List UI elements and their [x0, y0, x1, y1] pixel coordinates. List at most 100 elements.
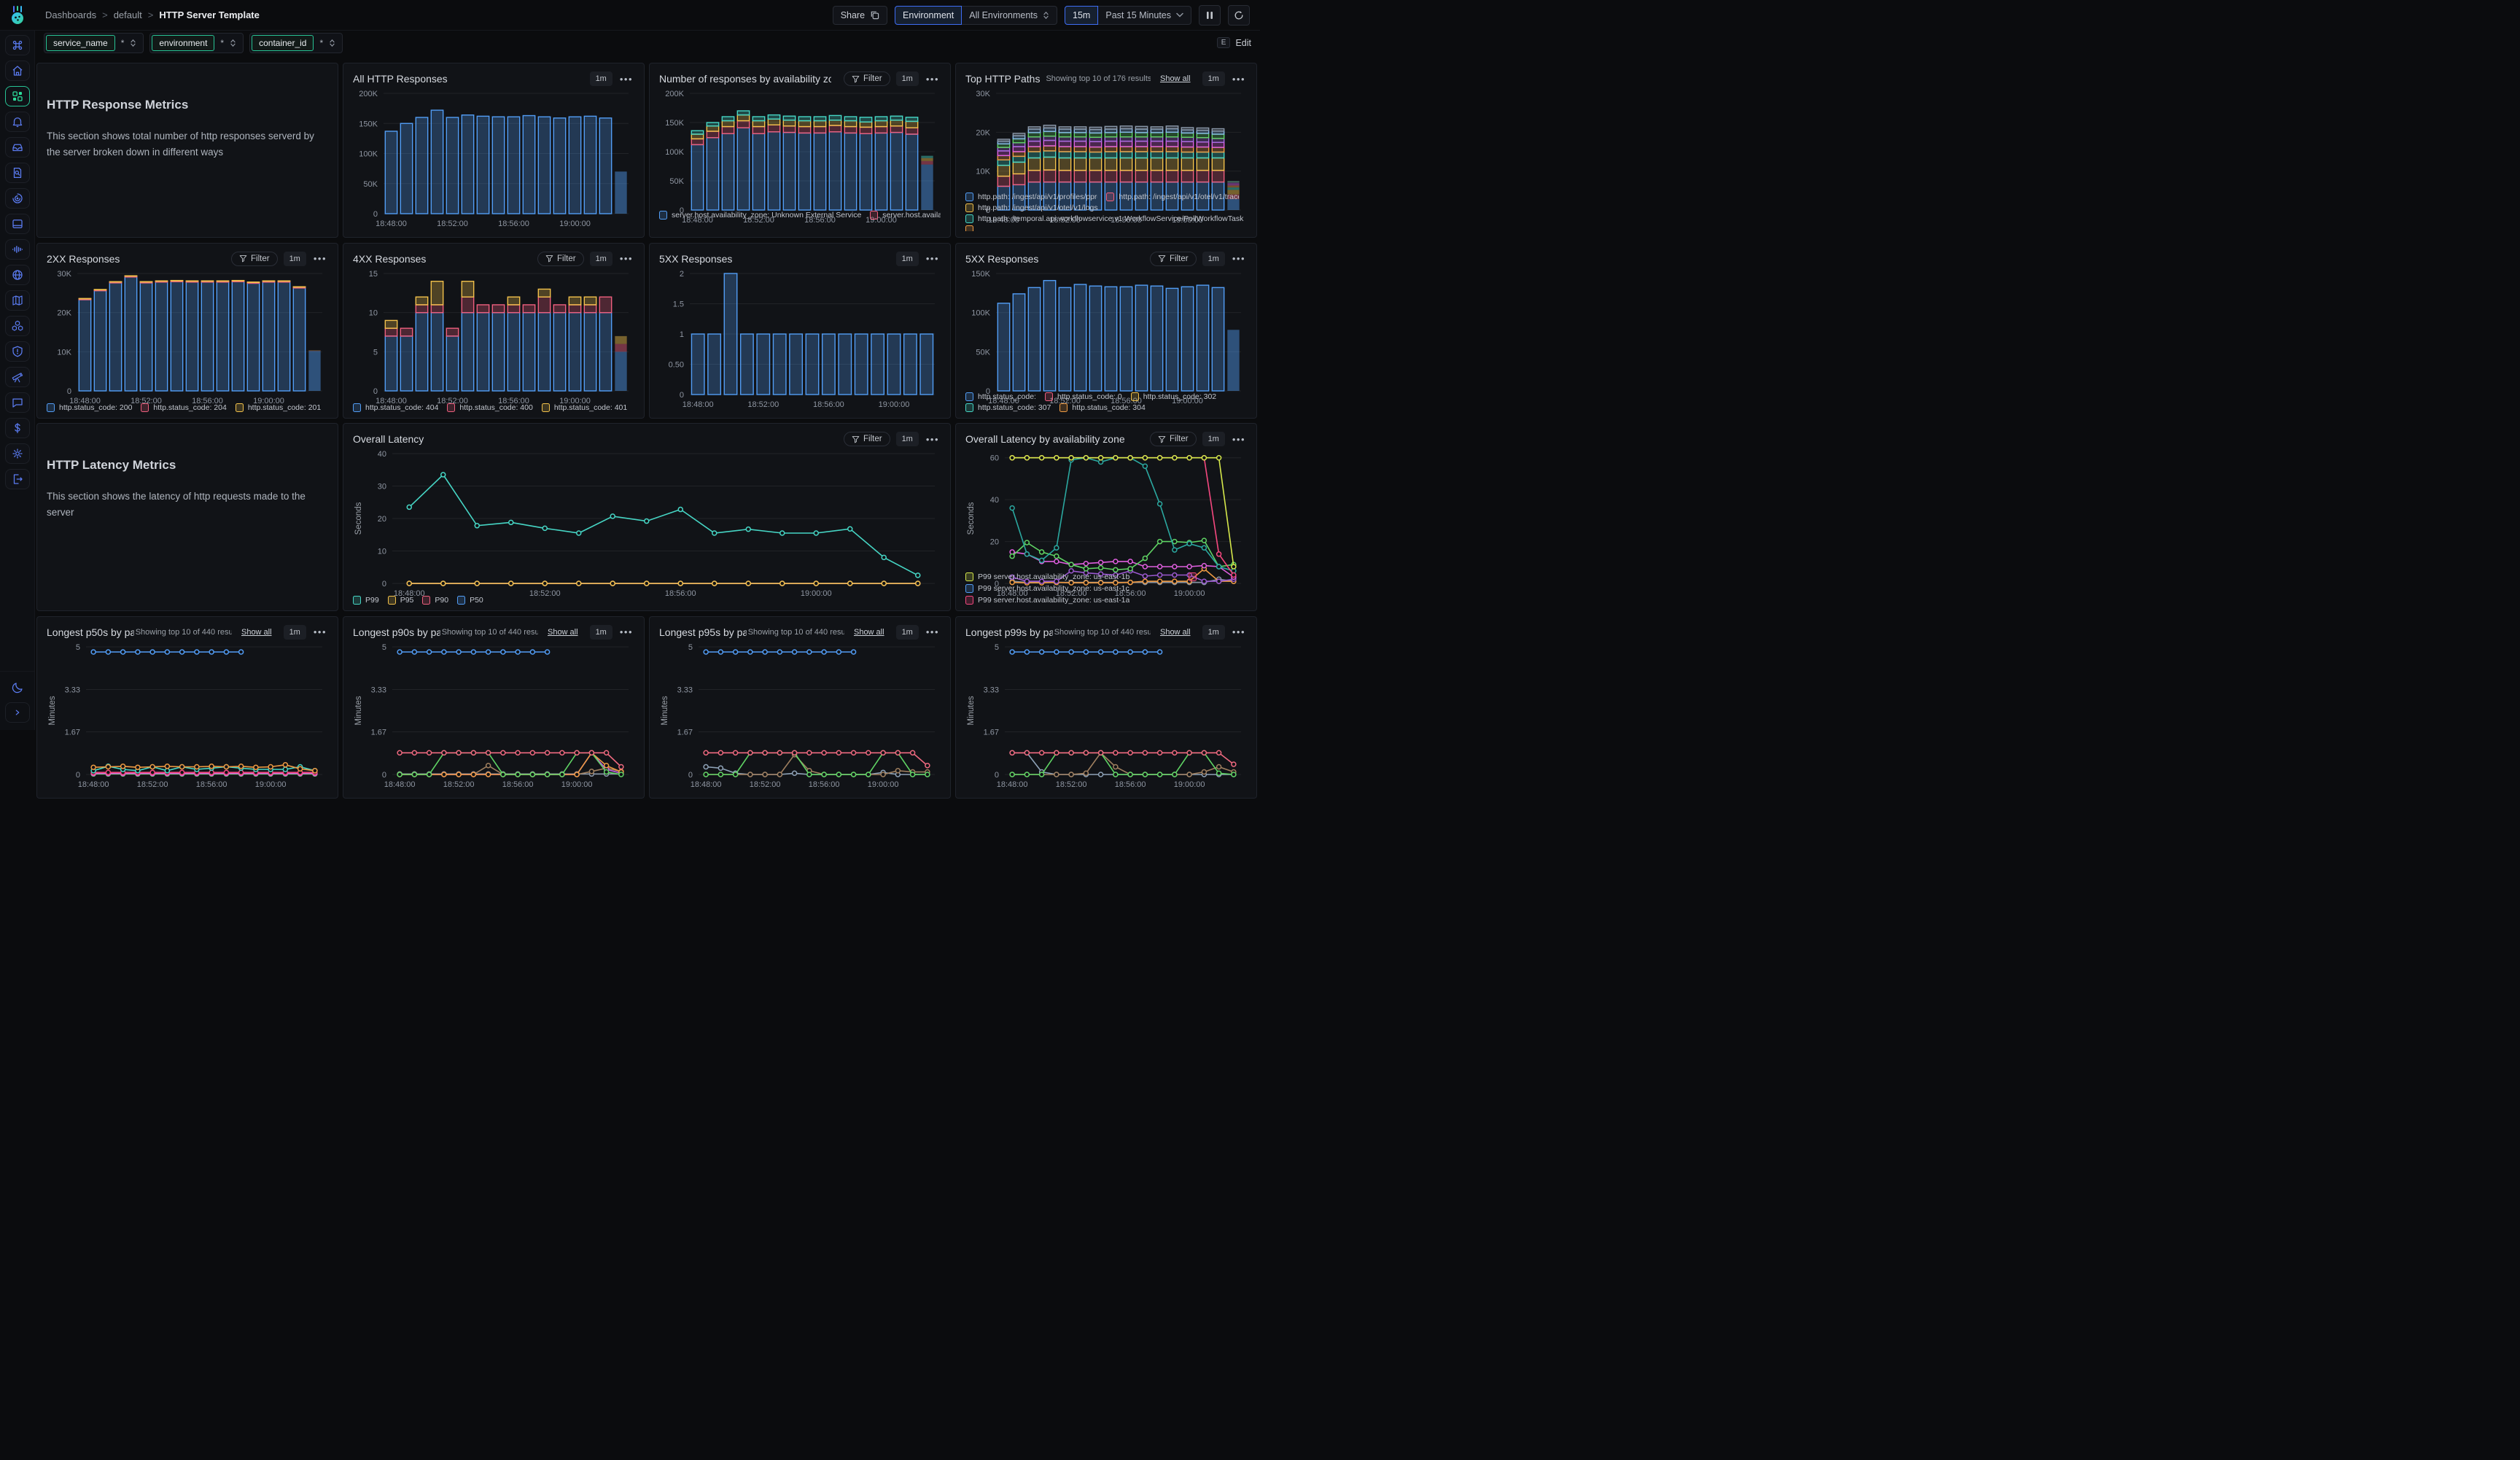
5xx-responses-by-code-chart[interactable]: 0 50K 100K 150K 18:48:00 18:52:00 18:56:00 19:0… — [965, 268, 1247, 405]
variable-container-id[interactable]: container_id * — [249, 32, 343, 53]
panel-menu-button[interactable]: ••• — [1232, 253, 1245, 264]
legend-item[interactable]: P99 — [353, 596, 379, 605]
legend-item[interactable]: P99 server.host.availability_zone: us-ea… — [965, 572, 1129, 581]
select-arrows-icon[interactable] — [130, 39, 141, 47]
dark-mode-toggle[interactable] — [5, 677, 30, 698]
legend-item[interactable]: http.status_code: — [965, 392, 1036, 401]
sidebar-item-logs[interactable] — [4, 163, 30, 183]
latency-by-az-chart[interactable]: 0 20 40 60 Seconds 18:48:00 18:52:00 18:56:00 19… — [965, 448, 1247, 598]
breadcrumb-default[interactable]: default — [113, 9, 142, 20]
panel-menu-button[interactable]: ••• — [619, 253, 633, 264]
longest-p95s-chart[interactable]: 0 1.67 3.33 5 Minutes 18:48:00 18:52:00 18:56:0… — [659, 641, 941, 792]
sidebar-item-bottom-panel[interactable] — [4, 214, 30, 234]
filter-button[interactable]: Filter — [844, 71, 890, 86]
select-arrows-icon[interactable] — [329, 39, 341, 47]
legend-item[interactable]: server.host.availability_zone: us-east-1… — [870, 199, 941, 231]
interval-badge[interactable]: 1m — [283, 624, 306, 640]
top-http-paths-chart[interactable]: 0 10K 20K 30K 18:48:00 18:52:00 18:56:00 19:00:… — [965, 88, 1247, 225]
sidebar-item-logout[interactable] — [4, 469, 30, 489]
legend-item[interactable]: http.path: /ingest/api/v1/otel/v1/logs — [965, 203, 1247, 212]
sidebar-item-command[interactable] — [4, 35, 30, 55]
interval-badge[interactable]: 1m — [895, 624, 919, 640]
interval-badge[interactable]: 1m — [895, 71, 919, 86]
sidebar-item-messaging[interactable] — [4, 392, 30, 413]
sidebar-expand-button[interactable] — [4, 702, 30, 723]
interval-badge[interactable]: 1m — [1202, 432, 1225, 446]
sidebar-item-service-map[interactable] — [4, 290, 30, 311]
panel-menu-button[interactable]: ••• — [925, 433, 939, 445]
panel-menu-button[interactable]: ••• — [1232, 73, 1245, 85]
sidebar-item-home[interactable] — [4, 61, 30, 81]
panel-menu-button[interactable]: ••• — [925, 73, 939, 85]
show-all-link[interactable]: Show all — [1159, 627, 1191, 637]
legend-item[interactable]: http.path: /ingest/api/v1/profiles/pprof — [965, 193, 1097, 201]
interval-badge[interactable]: 1m — [1202, 251, 1225, 266]
panel-menu-button[interactable]: ••• — [619, 626, 633, 637]
interval-badge[interactable]: 1m — [895, 432, 919, 446]
legend-item[interactable]: http.status_code: 201 — [235, 403, 321, 412]
panel-menu-button[interactable]: ••• — [925, 253, 939, 264]
legend-item-clipped[interactable] — [1189, 572, 1197, 581]
interval-badge[interactable]: 1m — [1202, 71, 1225, 86]
sidebar-item-dashboards[interactable] — [4, 86, 30, 106]
sidebar-item-integrations[interactable] — [4, 316, 30, 336]
pause-refresh-button[interactable] — [1199, 4, 1221, 26]
4xx-responses-chart[interactable]: 0 5 10 15 18:48:00 18:52:00 18:56:00 19:00:00 — [353, 268, 634, 405]
longest-p90s-chart[interactable]: 0 1.67 3.33 5 Minutes 18:48:00 18:52:00 18:56:0… — [353, 641, 634, 792]
all-http-responses-chart[interactable]: 0 50K 100K 150K 200K 18:48:00 18:52:00 18:56:00… — [353, 88, 634, 231]
interval-badge[interactable]: 1m — [895, 251, 919, 266]
5xx-responses-chart[interactable]: 0 0.50 1 1.5 2 18:48:00 18:52:00 18:56:00 19:00:… — [659, 268, 941, 412]
interval-badge[interactable]: 1m — [589, 624, 612, 640]
panel-menu-button[interactable]: ••• — [313, 626, 327, 637]
filter-button[interactable]: Filter — [231, 251, 278, 266]
legend-item[interactable]: P99 server.host.availability_zone: us-ea… — [965, 596, 1129, 605]
legend-item[interactable]: http.status_code: 0 — [1044, 392, 1122, 401]
breadcrumb-dashboards[interactable]: Dashboards — [45, 9, 97, 20]
sidebar-item-globe[interactable] — [4, 265, 30, 285]
legend-item[interactable]: http.status_code: 200 — [47, 403, 132, 412]
legend-item[interactable]: P95 — [387, 596, 413, 605]
legend-item[interactable]: server.host.availability_zone: Unknown E… — [659, 199, 861, 231]
legend-item[interactable]: http.path: /temporal.api.workflowservice… — [965, 214, 1247, 223]
legend-item[interactable]: P50 — [457, 596, 483, 605]
legend-item[interactable]: http.status_code: 307 — [965, 403, 1051, 412]
share-button[interactable]: Share — [832, 5, 888, 25]
legend-item[interactable]: http.status_code: 400 — [447, 403, 533, 412]
filter-button[interactable]: Filter — [844, 432, 890, 446]
legend-item[interactable]: http.path: /ingest/api/v1/otel/v1/trace — [1106, 193, 1239, 201]
sidebar-item-explorer[interactable] — [4, 367, 30, 387]
panel-menu-button[interactable]: ••• — [313, 253, 327, 264]
variable-environment[interactable]: environment * — [149, 32, 244, 53]
overall-latency-chart[interactable]: 0 10 20 30 40 Seconds 18:48:00 18:52:00 18:56:00… — [353, 448, 941, 598]
panel-menu-button[interactable]: ••• — [619, 73, 633, 85]
longest-p99s-chart[interactable]: 0 1.67 3.33 5 Minutes 18:48:00 18:52:00 18:56:0… — [965, 641, 1247, 792]
legend-item[interactable]: P99 server.host.availability_zone: us-ea… — [965, 584, 1129, 593]
sidebar-item-settings[interactable] — [4, 443, 30, 464]
sidebar-item-billing[interactable] — [4, 418, 30, 438]
time-range-dropdown[interactable]: Past 15 Minutes — [1098, 5, 1191, 25]
panel-menu-button[interactable]: ••• — [1232, 433, 1245, 445]
legend-item[interactable]: http.status_code: 401 — [541, 403, 627, 412]
sidebar-item-inbox[interactable] — [4, 137, 30, 158]
panel-menu-button[interactable]: ••• — [925, 626, 939, 637]
show-all-link[interactable]: Show all — [853, 627, 884, 637]
app-logo[interactable] — [0, 5, 35, 25]
responses-by-az-chart[interactable]: 0 50K 100K 150K 200K 18:48:00 18:52:00 18:56:00… — [659, 88, 941, 225]
legend-item[interactable]: P90 — [422, 596, 448, 605]
show-all-link[interactable]: Show all — [1159, 74, 1191, 83]
environment-dropdown[interactable]: All Environments — [962, 5, 1058, 25]
legend-item[interactable]: http.status_code: 302 — [1130, 392, 1216, 401]
show-all-link[interactable]: Show all — [547, 627, 578, 637]
2xx-responses-chart[interactable]: 0 10K 20K 30K 18:48:00 18:52:00 18:56:00 19:00:… — [47, 268, 328, 405]
sidebar-item-exceptions[interactable] — [4, 341, 30, 362]
interval-badge[interactable]: 1m — [283, 251, 306, 266]
filter-button[interactable]: Filter — [537, 251, 584, 266]
filter-button[interactable]: Filter — [1150, 251, 1197, 266]
select-arrows-icon[interactable] — [230, 39, 241, 47]
longest-p50s-chart[interactable]: 0 1.67 3.33 5 Minutes 18:48:00 18:52:00 18:56:0… — [47, 641, 328, 792]
edit-control[interactable]: E Edit — [1216, 37, 1251, 48]
filter-button[interactable]: Filter — [1150, 432, 1197, 446]
legend-item[interactable]: http.status_code: 404 — [353, 403, 438, 412]
legend-item-clipped[interactable] — [965, 225, 973, 231]
interval-badge[interactable]: 1m — [589, 251, 612, 266]
